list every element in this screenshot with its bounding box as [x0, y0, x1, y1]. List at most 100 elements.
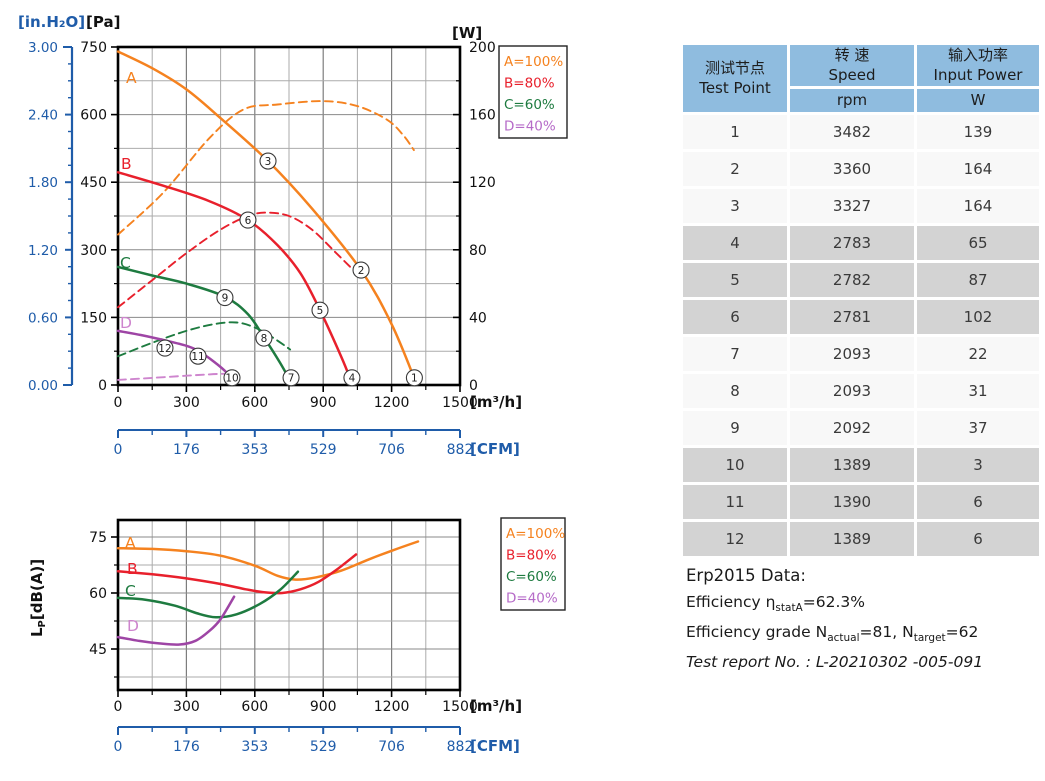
cfm-axis: 0 176 353 529 706 882[CFM]	[114, 726, 520, 755]
label: 160	[469, 108, 496, 124]
w-axis: 200 160 120 80 40 0 [W]	[452, 24, 496, 394]
legend-item-C: C=60%	[506, 569, 557, 585]
legend-box	[500, 517, 566, 611]
curve-label-B: B	[121, 155, 132, 173]
erp-title: Erp2015 Data:	[686, 566, 806, 585]
test-point-row-9: 9 2092 37	[683, 410, 1039, 445]
label: 176	[173, 739, 200, 755]
cell-rpm: 2781	[790, 299, 914, 334]
test-point-row-10: 10 1389 3	[683, 447, 1039, 482]
erp-grade-line: Efficiency grade Nactual=81, Ntarget=62	[686, 623, 983, 644]
marker-number-4: 4	[349, 373, 356, 385]
erp-efficiency-value: =62.3%	[802, 593, 865, 611]
test-point-row-2: 2 3360 164	[683, 151, 1039, 186]
label: 600	[80, 108, 107, 124]
cell-watt: 3	[917, 447, 1039, 482]
cell-point: 8	[683, 373, 787, 408]
marker-1: 1	[405, 369, 423, 387]
label: 882	[447, 739, 474, 755]
grid	[118, 520, 460, 690]
cell-rpm: 1389	[790, 447, 914, 482]
curve-d-40-pressure	[116, 329, 234, 382]
x-axis-unit-cfm: [CFM]	[470, 440, 520, 458]
cell-point: 3	[683, 188, 787, 223]
marker-10: 10	[223, 369, 241, 387]
cell-rpm: 2092	[790, 410, 914, 445]
test-point-table: 测试节点 Test Point 转 速 Speed 输入功率 Input Pow…	[680, 42, 1042, 559]
label: 1200	[374, 699, 410, 715]
curve-c-60-pressure	[116, 265, 292, 383]
curve-letter-labels: A B C D	[120, 69, 137, 332]
cell-watt: 22	[917, 336, 1039, 371]
cell-watt: 37	[917, 410, 1039, 445]
cell-rpm: 3360	[790, 151, 914, 186]
cell-point: 5	[683, 262, 787, 297]
cell-watt: 6	[917, 521, 1039, 556]
label: 0	[114, 395, 123, 411]
legend-item-D: D=40%	[504, 119, 556, 135]
label: 706	[378, 442, 405, 458]
cell-rpm: 2782	[790, 262, 914, 297]
label: 1200	[374, 395, 410, 411]
cell-rpm: 1389	[790, 521, 914, 556]
cfm-axis: 0 176 353 529 706 882[CFM]	[114, 429, 520, 458]
legend-box	[498, 45, 568, 139]
label: 0.00	[28, 378, 58, 394]
x-axis-unit-cfm: [CFM]	[470, 737, 520, 755]
test-point-row-3: 3 3327 164	[683, 188, 1039, 223]
header-input-power-zh: 输入功率	[947, 46, 1008, 64]
curve-b-80-pressure	[116, 171, 353, 383]
cell-watt: 102	[917, 299, 1039, 334]
label: 0	[98, 378, 107, 394]
curve-label-A: A	[126, 69, 137, 87]
cell-watt: 65	[917, 225, 1039, 260]
marker-number-5: 5	[317, 305, 324, 317]
curves	[116, 50, 417, 383]
marker-number-8: 8	[261, 333, 268, 345]
marker-9: 9	[216, 289, 234, 307]
cell-point: 11	[683, 484, 787, 519]
legend: A=100% B=80% C=60% D=40%	[500, 517, 566, 611]
cell-watt: 139	[917, 114, 1039, 149]
curve-c-60-noise	[116, 570, 300, 619]
curve-d-40-power	[117, 372, 234, 381]
erp-grade-value: =62	[945, 623, 979, 642]
label: 176	[173, 442, 200, 458]
cell-watt: 31	[917, 373, 1039, 408]
label: 40	[469, 310, 487, 326]
label: 353	[241, 442, 268, 458]
curves	[116, 540, 420, 646]
cell-point: 10	[683, 447, 787, 482]
test-point-row-12: 12 1389 6	[683, 521, 1039, 556]
erp-efficiency-prefix: Efficiency η	[686, 593, 776, 611]
label: 200	[469, 40, 496, 56]
marker-5: 5	[311, 301, 329, 319]
pa-axis: 750 600 450 300 150 0 [Pa]	[80, 13, 120, 394]
marker-number-3: 3	[265, 156, 272, 168]
cell-point: 7	[683, 336, 787, 371]
header-speed-zh: 转 速	[834, 46, 870, 64]
marker-number-9: 9	[222, 292, 229, 304]
label: 1.20	[28, 243, 58, 259]
legend-item-A: A=100%	[506, 526, 565, 542]
curve-label-D: D	[127, 617, 139, 635]
legend: A=100% B=80% C=60% D=40%	[498, 45, 568, 139]
legend-item-A: A=100%	[504, 54, 563, 70]
test-point-row-8: 8 2093 31	[683, 373, 1039, 408]
marker-7: 7	[282, 369, 300, 387]
header-test-point: 测试节点 Test Point	[683, 45, 787, 112]
label: 80	[469, 243, 487, 259]
test-point-row-11: 11 1390 6	[683, 484, 1039, 519]
cell-watt: 87	[917, 262, 1039, 297]
x-axis: 0 300 600 900 1200 1500[m³/h]	[114, 690, 522, 715]
marker-8: 8	[255, 329, 273, 347]
label: 150	[80, 310, 107, 326]
x-axis: 0 300 600 900 1200 1500[m³/h]	[114, 385, 522, 411]
curve-d-40-noise	[116, 595, 236, 646]
curve-label-C: C	[125, 582, 136, 600]
erp-report-no: Test report No. : L-20210302 -005-091	[686, 653, 984, 672]
label: 45	[89, 642, 107, 658]
curve-label-D: D	[120, 314, 132, 332]
cell-watt: 6	[917, 484, 1039, 519]
